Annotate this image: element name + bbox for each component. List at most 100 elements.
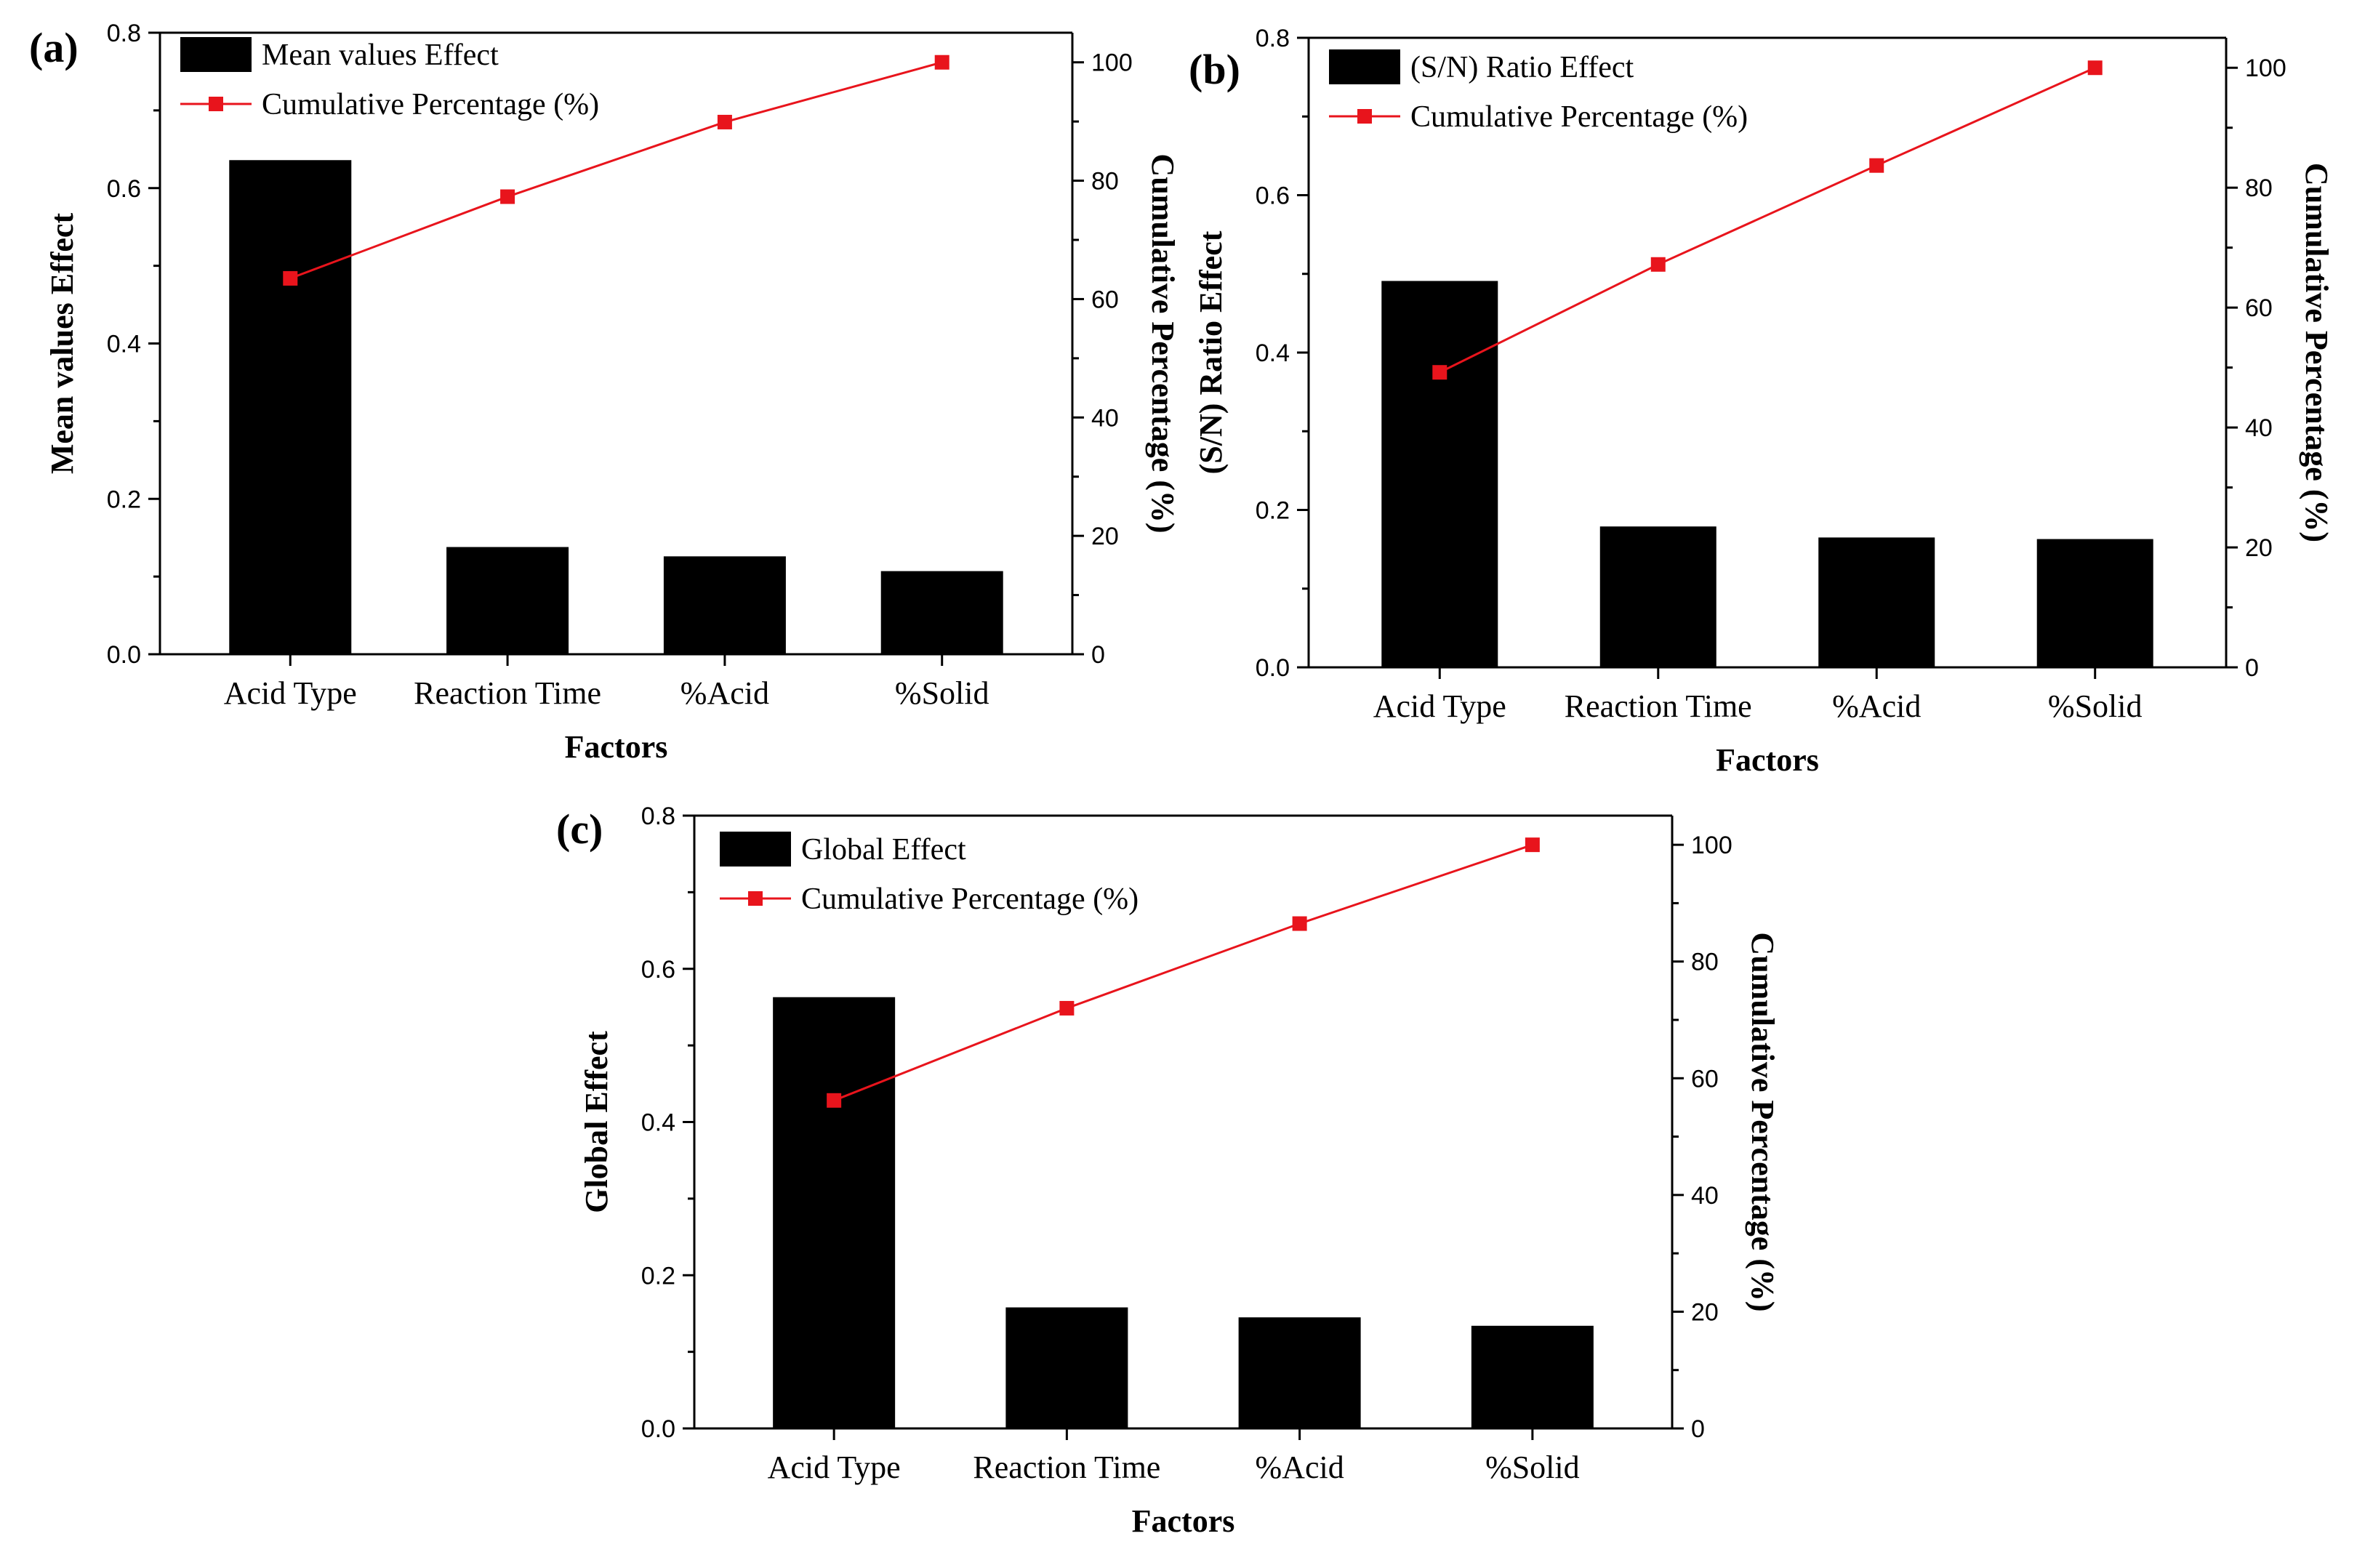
bar-solid [1471, 1325, 1594, 1428]
bar-reaction-time [1599, 526, 1716, 667]
bar-acid-type [773, 997, 896, 1428]
y-axis-title: Mean values Effect [44, 213, 80, 475]
y2-tick-label: 60 [2245, 294, 2273, 322]
legend-line-label: Cumulative Percentage (%) [801, 882, 1139, 916]
legend-line-label: Cumulative Percentage (%) [1410, 100, 1748, 134]
cumulative-marker [1432, 365, 1447, 380]
y2-tick-label: 60 [1691, 1065, 1719, 1093]
x-tick-label: %Acid [1832, 688, 1921, 724]
x-tick-label: %Solid [895, 675, 989, 711]
cumulative-marker [1650, 257, 1666, 272]
legend-bar-label: Global Effect [801, 833, 966, 867]
bar-reaction-time [446, 547, 569, 654]
bar-solid [880, 571, 1003, 654]
x-tick-label: %Solid [1485, 1450, 1580, 1485]
y2-tick-label: 0 [1691, 1415, 1705, 1443]
x-tick-label: %Solid [2048, 688, 2143, 724]
panel-label: (c) [556, 805, 603, 853]
panel-label: (b) [1189, 46, 1240, 93]
x-tick-label: %Acid [680, 675, 769, 711]
y-tick-label: 0.6 [1256, 182, 1290, 210]
y-axis-title: Global Effect [579, 1031, 614, 1213]
x-tick-label: %Acid [1256, 1450, 1344, 1485]
legend-marker-swatch [1357, 109, 1372, 124]
y-tick-label: 0.0 [107, 641, 141, 669]
y2-tick-label: 40 [2245, 414, 2273, 442]
y2-tick-label: 20 [1691, 1298, 1719, 1326]
x-tick-label: Acid Type [1373, 688, 1506, 724]
y2-tick-label: 20 [1091, 523, 1119, 550]
cumulative-line [1439, 66, 2096, 374]
legend-bar-label: Mean values Effect [262, 39, 499, 72]
y-tick-label: 0.0 [1256, 654, 1290, 682]
cumulative-line [833, 843, 1533, 1102]
x-axis-title: Factors [565, 729, 668, 765]
legend-line-label: Cumulative Percentage (%) [262, 88, 599, 121]
x-tick-label: Reaction Time [1565, 688, 1752, 724]
y2-tick-label: 100 [2245, 55, 2286, 82]
y2-tick-label: 80 [2245, 174, 2273, 202]
y-tick-label: 0.4 [641, 1109, 675, 1137]
chart-panel-a: 0.0 0.2 0.4 0.6 0.8 0 20 40 60 80 100 Acid Type Reac… [29, 20, 1181, 765]
legend-bar-swatch [180, 37, 252, 72]
cumulative-marker [1292, 916, 1307, 931]
y2-tick-label: 0 [1091, 641, 1105, 669]
cumulative-marker [717, 114, 732, 129]
cumulative-marker [934, 55, 949, 70]
bar-acid [663, 556, 786, 654]
legend-bar-swatch [720, 832, 791, 867]
y2-tick-label: 60 [1091, 286, 1119, 313]
x-axis-title: Factors [1716, 742, 1819, 778]
y-tick-label: 0.2 [107, 486, 141, 513]
cumulative-marker [2087, 60, 2103, 76]
y-tick-label: 0.2 [641, 1262, 675, 1290]
y2-tick-label: 80 [1691, 949, 1719, 976]
y2-tick-label: 0 [2245, 654, 2259, 682]
cumulative-marker [1525, 837, 1540, 853]
y2-tick-label: 40 [1691, 1182, 1719, 1210]
chart-panel-c: 0.0 0.2 0.4 0.6 0.8 0 20 40 60 80 100 Acid Type Reac… [556, 803, 1780, 1539]
y-tick-label: 0.6 [641, 956, 675, 984]
y-tick-label: 0.8 [107, 20, 141, 47]
cumulative-marker [1869, 158, 1884, 173]
y2-tick-label: 80 [1091, 168, 1119, 196]
bar-acid-type [1381, 281, 1498, 667]
cumulative-marker [1059, 1000, 1075, 1016]
y-tick-label: 0.2 [1256, 497, 1290, 525]
legend-marker-swatch [748, 891, 763, 906]
y-tick-label: 0.4 [107, 331, 141, 358]
y2-tick-label: 100 [1091, 49, 1133, 77]
x-tick-label: Reaction Time [973, 1450, 1160, 1485]
legend-bar-swatch [1329, 49, 1400, 84]
y-axis-title: (S/N) Ratio Effect [1193, 230, 1229, 474]
y-tick-label: 0.8 [1256, 25, 1290, 52]
y-tick-label: 0.0 [641, 1415, 675, 1443]
y2-tick-label: 20 [2245, 534, 2273, 562]
x-tick-label: Acid Type [768, 1450, 901, 1485]
y-tick-label: 0.6 [107, 175, 141, 203]
y2-tick-label: 40 [1091, 404, 1119, 432]
x-axis-title: Factors [1132, 1503, 1235, 1539]
y2-axis-title: Cumulative Percentage (%) [1745, 932, 1780, 1311]
bar-acid-type [229, 160, 352, 654]
x-tick-label: Reaction Time [414, 675, 601, 711]
bar-reaction-time [1005, 1307, 1128, 1428]
cumulative-marker [827, 1093, 842, 1108]
legend-marker-swatch [209, 97, 223, 111]
cumulative-marker [283, 270, 298, 286]
chart-panel-b: 0.0 0.2 0.4 0.6 0.8 0 20 40 60 80 100 Acid Type Reac… [1189, 25, 2334, 778]
cumulative-line [289, 61, 943, 280]
bar-acid [1818, 537, 1935, 667]
y2-axis-title: Cumulative Percentage (%) [1145, 153, 1181, 533]
x-tick-label: Acid Type [224, 675, 357, 711]
bar-solid [2036, 539, 2153, 667]
y-tick-label: 0.4 [1256, 339, 1290, 367]
y2-axis-title: Cumulative Percentage (%) [2299, 163, 2334, 542]
y2-tick-label: 100 [1691, 832, 1732, 859]
bar-acid [1238, 1317, 1361, 1428]
legend-bar-label: (S/N) Ratio Effect [1410, 51, 1634, 84]
panel-label: (a) [29, 24, 79, 71]
y-tick-label: 0.8 [641, 803, 675, 830]
cumulative-marker [500, 189, 515, 204]
